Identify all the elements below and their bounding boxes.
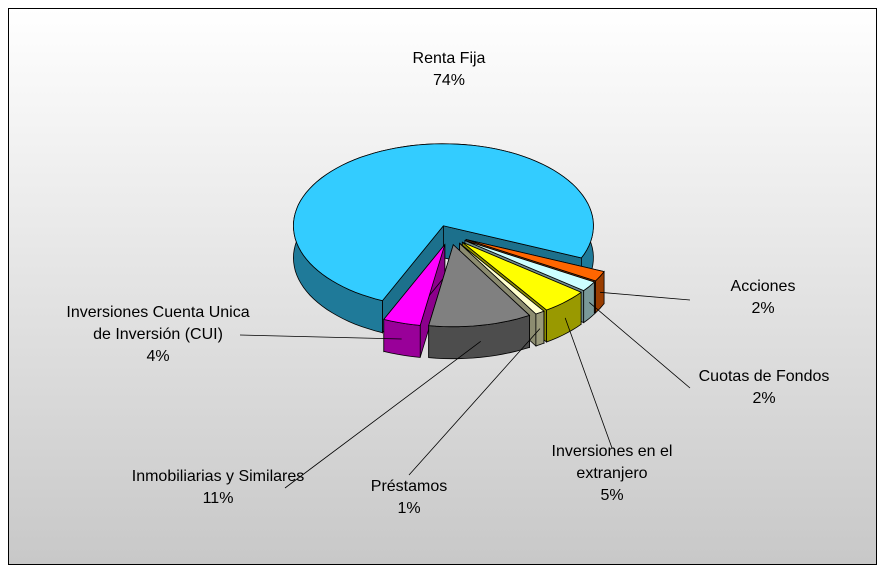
slice <box>459 243 545 315</box>
slice-label: Inversiones Cuenta Unica de Inversión (C… <box>58 302 258 368</box>
slice-label: Préstamos 1% <box>319 476 499 520</box>
slice-label: Renta Fija 74% <box>359 48 539 92</box>
value-label: 1% <box>397 500 421 517</box>
leader-line <box>564 317 613 449</box>
leader-line <box>600 291 691 301</box>
value-label: 2% <box>751 300 775 317</box>
value-label: 11% <box>202 490 234 507</box>
slice-label: Acciones 2% <box>673 276 853 320</box>
category-label: Inversiones Cuenta Unica de Inversión (C… <box>66 304 250 343</box>
value-label: 2% <box>752 390 776 407</box>
leader-line <box>589 302 691 389</box>
leader-line <box>239 334 402 340</box>
slice <box>465 239 605 282</box>
category-label: Inmobiliarias y Similares <box>131 468 305 485</box>
slice <box>292 143 594 302</box>
slice <box>428 244 531 328</box>
leader-line <box>408 328 541 476</box>
value-label: 4% <box>146 348 170 365</box>
slice <box>383 244 446 326</box>
slice-label: Cuotas de Fondos 2% <box>674 366 854 410</box>
category-label: Renta Fija <box>412 50 486 67</box>
category-label: Inversiones en el extranjero <box>551 443 673 482</box>
slice <box>462 241 582 311</box>
category-label: Préstamos <box>370 478 448 495</box>
leader-line <box>284 341 481 489</box>
slice-label: Inmobiliarias y Similares 11% <box>128 466 308 510</box>
value-label: 74% <box>432 72 466 89</box>
category-label: Cuotas de Fondos <box>698 368 830 385</box>
slice <box>464 240 596 292</box>
category-label: Acciones <box>730 278 796 295</box>
value-label: 5% <box>600 487 624 504</box>
slice-label: Inversiones en el extranjero 5% <box>522 441 702 507</box>
